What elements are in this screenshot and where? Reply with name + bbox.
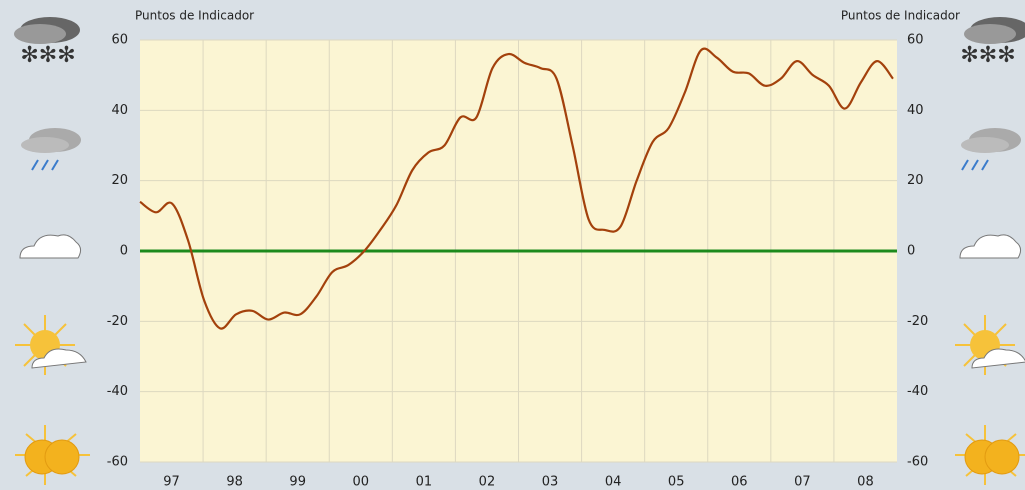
indicator-line [139, 47, 894, 330]
y2-tick-label: -20 [907, 314, 928, 329]
x-tick-label: 98 [226, 475, 243, 490]
x-tick-label: 99 [289, 475, 306, 490]
svg-text:✻✻✻: ✻✻✻ [960, 43, 1015, 68]
y-tick-label: -40 [107, 384, 128, 399]
y2-tick-label: 40 [907, 103, 924, 118]
x-tick-label: 08 [857, 475, 874, 490]
y2-tick-label: 60 [907, 33, 924, 48]
snow-icon: ✻✻✻ ✻✻✻ [14, 17, 1025, 68]
x-tick-label: 97 [163, 475, 180, 490]
sun-icon [15, 425, 1025, 485]
y2-axis-title: Puntos de Indicador [841, 9, 960, 23]
svg-text:✻✻✻: ✻✻✻ [20, 43, 75, 68]
x-tick-label: 04 [605, 475, 622, 490]
y2-tick-label: 20 [907, 173, 924, 188]
sun-cloud-icon [15, 315, 1025, 375]
y-tick-label: -20 [107, 314, 128, 329]
y-tick-label: 60 [111, 33, 128, 48]
y2-tick-label: 0 [907, 244, 915, 259]
y-axis-title: Puntos de Indicador [135, 9, 254, 23]
x-tick-label: 02 [479, 475, 496, 490]
y-tick-label: 20 [111, 173, 128, 188]
x-tick-label: 05 [668, 475, 685, 490]
x-tick-label: 06 [731, 475, 748, 490]
x-tick-label: 01 [416, 475, 433, 490]
weather-icons: ✻✻✻ ✻✻✻ [14, 17, 1025, 485]
y2-tick-label: -40 [907, 384, 928, 399]
x-tick-label: 03 [542, 475, 559, 490]
cloud-icon [19, 234, 1022, 259]
y2-tick-label: -60 [907, 455, 928, 470]
x-tick-label: 07 [794, 475, 811, 490]
y-tick-label: 40 [111, 103, 128, 118]
rain-icon [21, 128, 1021, 171]
y-tick-label: 0 [120, 244, 128, 259]
x-tick-label: 00 [353, 475, 370, 490]
y-tick-label: -60 [107, 455, 128, 470]
